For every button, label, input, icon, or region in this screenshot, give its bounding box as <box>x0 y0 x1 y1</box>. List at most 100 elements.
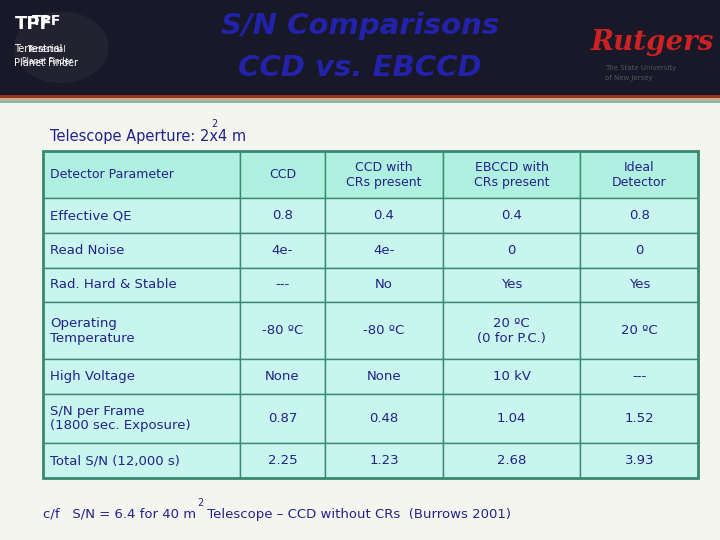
Text: Ideal
Detector: Ideal Detector <box>612 161 667 188</box>
Text: 1.23: 1.23 <box>369 454 399 467</box>
Text: Terrestrial: Terrestrial <box>14 44 63 54</box>
Text: No: No <box>375 278 393 292</box>
Text: Planet Finder: Planet Finder <box>22 57 72 66</box>
Bar <box>325 443 443 478</box>
Text: 0.4: 0.4 <box>501 209 522 222</box>
Bar <box>325 198 443 233</box>
Bar <box>0 102 720 103</box>
Bar <box>240 198 325 233</box>
Text: Rad. Hard & Stable: Rad. Hard & Stable <box>50 278 177 292</box>
Bar <box>43 394 240 443</box>
Bar <box>580 151 698 198</box>
Bar <box>443 198 580 233</box>
Text: 0.8: 0.8 <box>629 209 650 222</box>
Text: CCD vs. EBCCD: CCD vs. EBCCD <box>238 54 482 82</box>
Bar <box>580 394 698 443</box>
Bar <box>0 94 720 98</box>
Text: 2.68: 2.68 <box>497 454 526 467</box>
Text: Operating
Temperature: Operating Temperature <box>50 316 135 345</box>
Bar <box>0 0 720 94</box>
Bar <box>443 443 580 478</box>
Bar <box>240 233 325 267</box>
Text: None: None <box>366 370 401 383</box>
Text: 0.8: 0.8 <box>272 209 293 222</box>
Bar <box>43 359 240 394</box>
Text: Yes: Yes <box>501 278 522 292</box>
Text: Detector Parameter: Detector Parameter <box>50 168 174 181</box>
Bar <box>580 359 698 394</box>
Text: S/N per Frame
(1800 sec. Exposure): S/N per Frame (1800 sec. Exposure) <box>50 404 191 433</box>
Text: Read Noise: Read Noise <box>50 244 125 256</box>
Text: 2.25: 2.25 <box>268 454 297 467</box>
Text: 10 kV: 10 kV <box>492 370 531 383</box>
Text: -80 ºC: -80 ºC <box>364 324 405 337</box>
Text: Telescope Aperture: 2x4 m: Telescope Aperture: 2x4 m <box>50 129 246 144</box>
Text: Planet Finder: Planet Finder <box>14 58 78 69</box>
Text: Rutgers: Rutgers <box>590 29 714 56</box>
Bar <box>325 302 443 359</box>
Text: High Voltage: High Voltage <box>50 370 135 383</box>
Text: 4e-: 4e- <box>373 244 395 256</box>
Bar <box>43 151 698 478</box>
Text: 0: 0 <box>508 244 516 256</box>
Text: 0.48: 0.48 <box>369 412 399 425</box>
Text: The State University: The State University <box>605 65 676 71</box>
Bar <box>43 443 240 478</box>
Bar <box>443 359 580 394</box>
Text: 1.04: 1.04 <box>497 412 526 425</box>
Bar <box>443 151 580 198</box>
Text: Effective QE: Effective QE <box>50 209 132 222</box>
Bar <box>443 302 580 359</box>
Text: S/N Comparisons: S/N Comparisons <box>221 12 499 40</box>
Bar <box>43 233 240 267</box>
Bar <box>240 443 325 478</box>
Bar <box>240 359 325 394</box>
Text: 0: 0 <box>635 244 644 256</box>
Text: None: None <box>265 370 300 383</box>
Text: CCD: CCD <box>269 168 296 181</box>
Bar <box>43 151 240 198</box>
Bar <box>240 394 325 443</box>
Text: 20 ºC: 20 ºC <box>621 324 658 337</box>
Text: ---: --- <box>632 370 647 383</box>
Bar <box>325 359 443 394</box>
Bar <box>580 302 698 359</box>
Bar <box>580 233 698 267</box>
Text: Total S/N (12,000 s): Total S/N (12,000 s) <box>50 454 180 467</box>
Text: 4e-: 4e- <box>271 244 293 256</box>
Text: -80 ºC: -80 ºC <box>262 324 303 337</box>
Bar <box>325 267 443 302</box>
Bar <box>240 151 325 198</box>
Text: 0.87: 0.87 <box>268 412 297 425</box>
Text: 2: 2 <box>212 119 218 129</box>
Text: 3.93: 3.93 <box>625 454 654 467</box>
Bar <box>325 394 443 443</box>
Text: 0.4: 0.4 <box>374 209 395 222</box>
Bar <box>240 267 325 302</box>
Bar <box>43 198 240 233</box>
Text: 1.52: 1.52 <box>625 412 654 425</box>
Text: c/f   S/N = 6.4 for 40 m: c/f S/N = 6.4 for 40 m <box>43 508 197 521</box>
Circle shape <box>14 12 108 82</box>
Bar <box>580 198 698 233</box>
Text: Terrestrial: Terrestrial <box>27 45 66 53</box>
Bar <box>325 233 443 267</box>
Bar <box>240 302 325 359</box>
Bar <box>443 267 580 302</box>
Bar <box>580 267 698 302</box>
Text: ---: --- <box>275 278 289 292</box>
Bar <box>43 302 240 359</box>
Bar <box>443 233 580 267</box>
Text: 20 ºC
(0 for P.C.): 20 ºC (0 for P.C.) <box>477 316 546 345</box>
Text: of New Jersey: of New Jersey <box>605 76 652 82</box>
Text: Yes: Yes <box>629 278 650 292</box>
Text: EBCCD with
CRs present: EBCCD with CRs present <box>474 161 549 188</box>
Bar <box>325 151 443 198</box>
Bar <box>443 394 580 443</box>
Bar <box>580 443 698 478</box>
Text: CCD with
CRs present: CCD with CRs present <box>346 161 422 188</box>
Text: Telescope – CCD without CRs  (Burrows 2001): Telescope – CCD without CRs (Burrows 200… <box>203 508 511 521</box>
Text: 2: 2 <box>197 498 204 508</box>
Bar <box>0 98 720 102</box>
Text: TPF: TPF <box>14 15 52 32</box>
